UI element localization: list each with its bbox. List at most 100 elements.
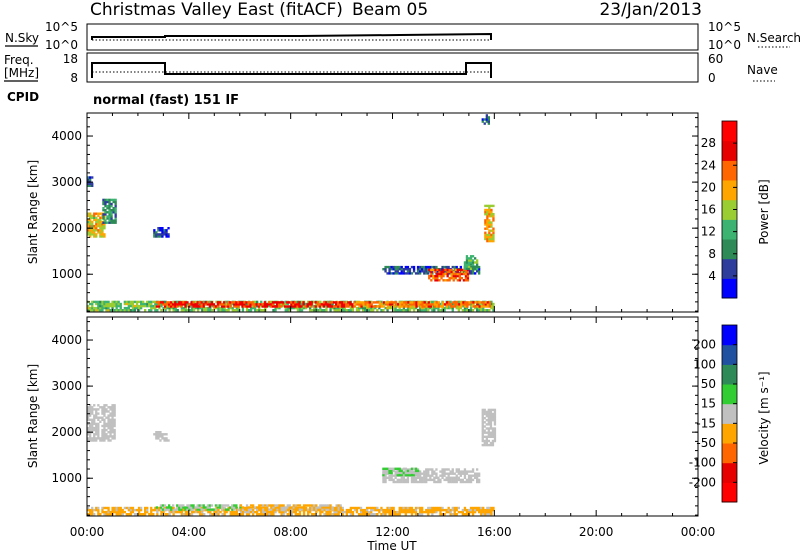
heatmap-cell xyxy=(490,237,493,241)
heatmap-cell xyxy=(408,268,412,271)
heatmap-cell xyxy=(290,305,293,308)
heatmap-cell xyxy=(392,268,395,271)
heatmap-cell xyxy=(359,513,363,516)
heatmap-cell xyxy=(430,279,433,282)
colorbar-swatch xyxy=(722,199,737,220)
heatmap-cell xyxy=(431,309,434,312)
heatmap-cell xyxy=(384,476,387,479)
heatmap-cell xyxy=(490,213,493,216)
heatmap-cell xyxy=(241,506,245,509)
heatmap-cell xyxy=(158,306,161,310)
heatmap-cell xyxy=(490,233,493,237)
heatmap-cell xyxy=(290,301,293,304)
heatmap-cell xyxy=(111,404,114,407)
heatmap-cell xyxy=(429,468,432,471)
heatmap-cell xyxy=(214,305,218,308)
heatmap-cell xyxy=(469,470,473,473)
heatmap-cell xyxy=(407,305,410,308)
heatmap-cell xyxy=(314,305,317,308)
heatmap-cell xyxy=(433,305,436,308)
heatmap-cell xyxy=(414,508,418,512)
heatmap-cell xyxy=(89,176,92,179)
heatmap-cell xyxy=(481,414,484,418)
heatmap-cell xyxy=(447,468,450,471)
heatmap-cell xyxy=(204,506,207,509)
heatmap-cell xyxy=(170,510,173,514)
heatmap-cell xyxy=(110,209,113,212)
heatmap-cell xyxy=(202,303,205,306)
heatmap-cell xyxy=(127,306,130,310)
colorbar-tick-label: 15 xyxy=(701,397,716,411)
heatmap-cell xyxy=(256,506,259,509)
heatmap-cell xyxy=(114,204,117,208)
heatmap-cell xyxy=(487,439,490,443)
heatmap-cell xyxy=(486,506,489,510)
heatmap-cell xyxy=(220,508,224,511)
heatmap-cell xyxy=(406,506,410,510)
heatmap-cell xyxy=(392,265,395,269)
heatmap-cell xyxy=(396,480,399,484)
heatmap-cell xyxy=(174,305,177,308)
x-tick-label: 12:00 xyxy=(375,525,410,539)
heatmap-cell xyxy=(172,504,175,507)
heatmap-cell xyxy=(284,302,287,306)
heatmap-cell xyxy=(148,513,151,516)
heatmap-cell xyxy=(91,233,94,236)
heatmap-cell xyxy=(433,478,436,482)
heatmap-cell xyxy=(174,309,177,312)
heatmap-cell xyxy=(362,301,365,304)
heatmap-cell xyxy=(131,302,135,306)
heatmap-cell xyxy=(251,301,254,304)
heatmap-cell xyxy=(396,470,399,473)
heatmap-cell xyxy=(470,301,473,304)
heatmap-cell xyxy=(354,303,357,306)
heatmap-cell xyxy=(318,303,321,306)
nsearch-tick-bottom: 10^0 xyxy=(708,38,741,52)
heatmap-cell xyxy=(172,300,175,304)
heatmap-cell xyxy=(91,422,94,426)
heatmap-cell xyxy=(106,217,109,220)
heatmap-cell xyxy=(425,309,428,312)
heatmap-cell xyxy=(474,506,477,510)
heatmap-cell xyxy=(404,467,407,470)
heatmap-cell xyxy=(253,303,256,306)
heatmap-cell xyxy=(233,513,236,516)
heatmap-cell xyxy=(430,268,433,272)
heatmap-cell xyxy=(327,506,330,509)
heatmap-cell xyxy=(273,301,277,304)
heatmap-cell xyxy=(101,233,104,236)
heatmap-cell xyxy=(483,429,486,432)
heatmap-cell xyxy=(102,221,105,224)
heatmap-cell xyxy=(402,480,405,484)
heatmap-cell xyxy=(438,272,441,276)
heatmap-cell xyxy=(237,309,240,312)
heatmap-cell xyxy=(129,309,133,312)
heatmap-cell xyxy=(107,300,110,304)
heatmap-cell xyxy=(331,506,334,509)
heatmap-cell xyxy=(272,506,275,509)
heatmap-cell xyxy=(370,508,373,512)
heatmap-cell xyxy=(396,268,399,271)
heatmap-cell xyxy=(107,410,110,413)
heatmap-cell xyxy=(455,508,458,512)
heatmap-cell xyxy=(156,513,159,516)
heatmap-cell xyxy=(182,309,185,312)
heatmap-cell xyxy=(410,513,414,516)
heatmap-cell xyxy=(410,472,414,475)
heatmap-cell xyxy=(219,306,222,310)
heatmap-cell xyxy=(197,309,200,312)
heatmap-cell xyxy=(341,305,344,308)
freq-trace xyxy=(91,62,492,78)
cpid-label: CPID xyxy=(7,90,39,104)
heatmap-cell xyxy=(93,309,96,312)
heatmap-cell xyxy=(309,506,312,510)
heatmap-cell xyxy=(396,471,399,475)
heatmap-cell xyxy=(398,508,401,512)
heatmap-cell xyxy=(414,473,418,477)
heatmap-cell xyxy=(256,300,259,304)
heatmap-cell xyxy=(467,265,471,268)
heatmap-cell xyxy=(300,309,304,312)
heatmap-cell xyxy=(294,301,297,304)
heatmap-cell xyxy=(353,301,356,304)
heatmap-cell xyxy=(392,513,395,516)
